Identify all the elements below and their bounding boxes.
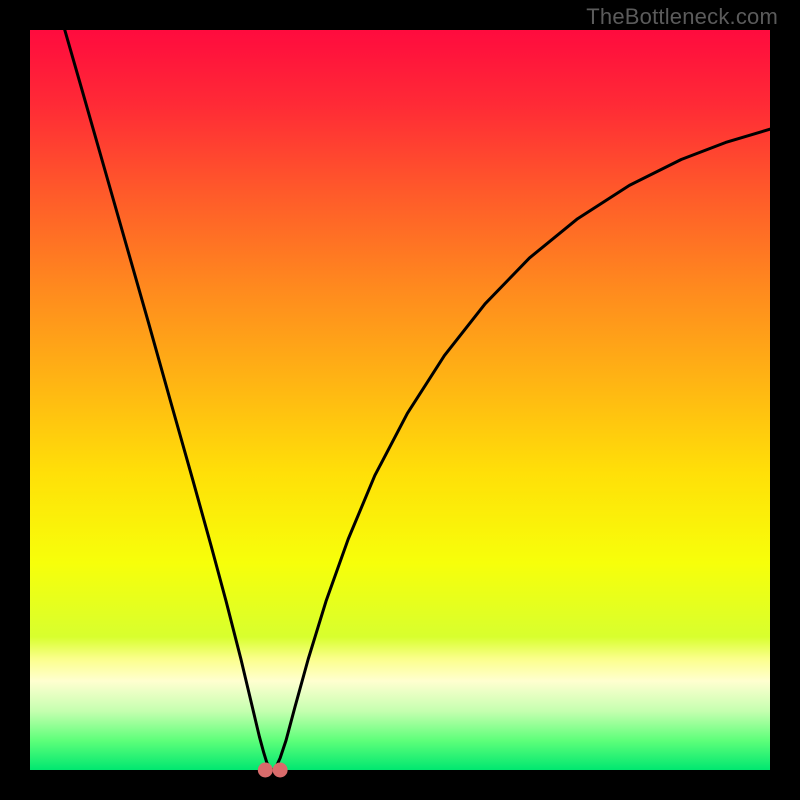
chart-frame: TheBottleneck.com bbox=[0, 0, 800, 800]
marker-point bbox=[258, 763, 273, 778]
plot-background bbox=[30, 30, 770, 770]
bottleneck-chart bbox=[0, 0, 800, 800]
marker-point bbox=[273, 763, 288, 778]
